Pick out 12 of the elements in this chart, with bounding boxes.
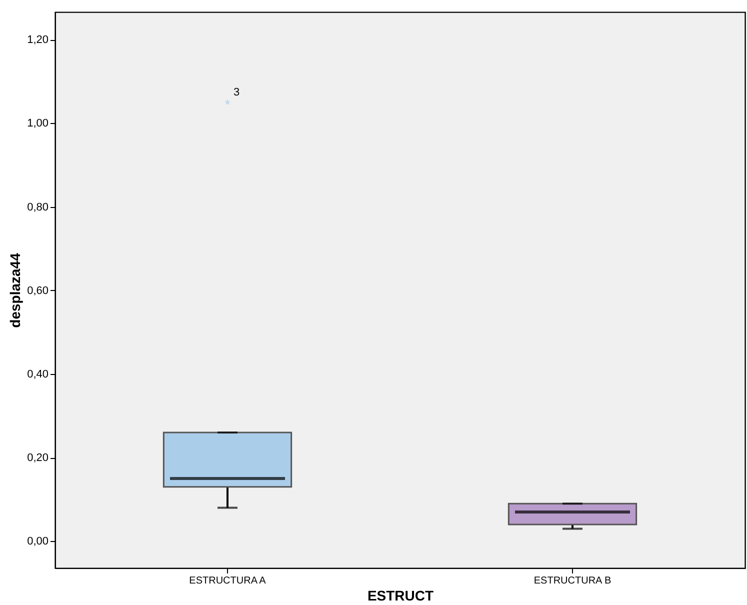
y-axis-title: desplaza44 <box>7 252 24 328</box>
annotation: 3 <box>233 86 240 98</box>
y-tick-label: 0,80 <box>27 201 48 214</box>
y-tick-label: 0,40 <box>27 368 48 381</box>
y-tick-label: 0,20 <box>27 452 48 464</box>
x-axis-title: ESTRUCT <box>367 588 434 604</box>
x-tick-label: ESTRUCTURA B <box>534 576 612 586</box>
x-tick-label: ESTRUCTURA A <box>189 576 266 586</box>
y-tick-label: 1,00 <box>27 118 48 130</box>
y-tick-label: 1,20 <box>27 34 48 46</box>
y-tick-label: 0,60 <box>27 284 48 297</box>
y-tick-label: 0,00 <box>27 536 48 548</box>
